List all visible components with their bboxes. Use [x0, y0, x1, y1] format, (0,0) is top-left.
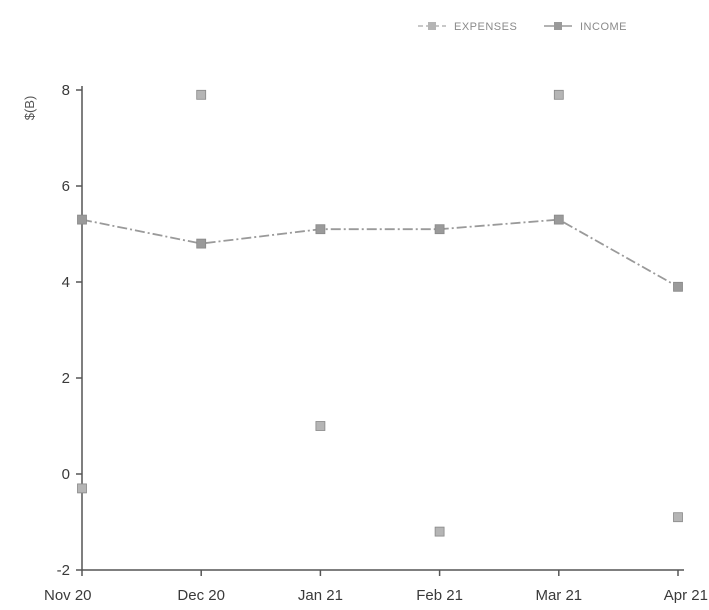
- data-point-income: [77, 214, 87, 225]
- x-tick-label: Dec 20: [177, 587, 225, 604]
- legend-item-expenses: EXPENSES: [418, 21, 517, 33]
- y-tick-label: 8: [62, 82, 70, 99]
- data-point-expenses: [434, 526, 445, 537]
- data-point-income: [434, 224, 445, 235]
- data-point-expenses: [553, 89, 564, 100]
- axes: -2 0 2 4 6 8 Nov 20 Dec 20 Jan 21 Feb 21 Mar 21 Apr…: [44, 82, 708, 604]
- legend: EXPENSES INCOME: [418, 21, 627, 33]
- data-point-income: [553, 214, 564, 225]
- series-line-income: [81, 218, 679, 288]
- x-tick-label: Apr 21: [664, 587, 708, 604]
- data-point-income: [315, 224, 326, 235]
- legend-swatch-marker: [428, 22, 436, 30]
- legend-swatch-marker: [554, 22, 562, 30]
- data-point-expenses: [77, 483, 87, 494]
- y-tick-label: -2: [57, 562, 70, 579]
- x-tick-label: Jan 21: [298, 587, 343, 604]
- data-point-expenses: [196, 89, 207, 100]
- data-point-income: [196, 238, 207, 249]
- y-tick-label: 0: [62, 466, 70, 483]
- data-point-expenses: [673, 512, 683, 523]
- x-tick-label: Nov 20: [44, 587, 92, 604]
- data-point-income: [673, 281, 683, 292]
- data-point-expenses: [315, 421, 326, 431]
- x-tick-label: Mar 21: [535, 587, 582, 604]
- y-tick-label: 2: [62, 370, 70, 387]
- series-layer: [77, 89, 683, 537]
- y-tick-label: 6: [62, 178, 70, 195]
- series-expenses: [77, 89, 683, 537]
- y-axis-label: $(B): [22, 96, 37, 121]
- legend-label: INCOME: [580, 21, 627, 33]
- series-income: [77, 214, 683, 292]
- legend-item-income: INCOME: [544, 21, 627, 33]
- x-tick-label: Feb 21: [416, 587, 463, 604]
- y-tick-label: 4: [62, 274, 70, 291]
- legend-label: EXPENSES: [454, 21, 517, 33]
